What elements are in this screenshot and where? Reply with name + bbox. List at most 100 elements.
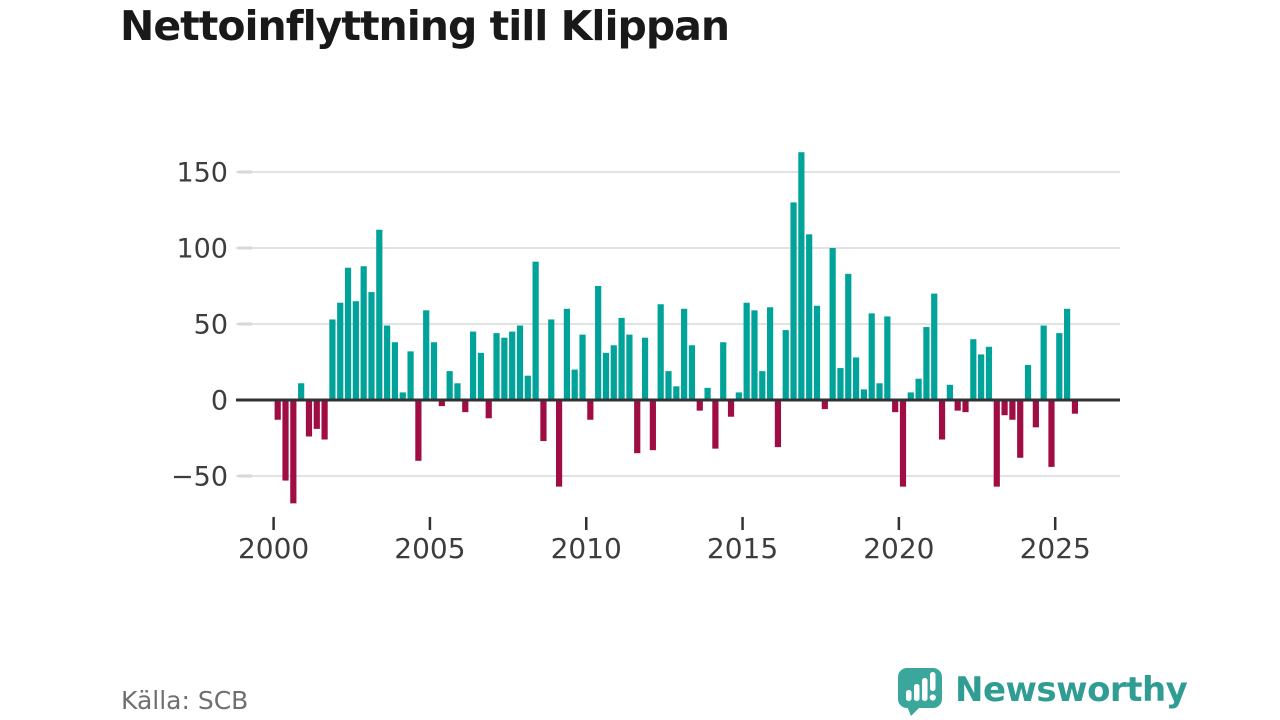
- bar-positive: [704, 387, 711, 400]
- bar-negative: [1009, 400, 1016, 420]
- bar-negative: [485, 400, 492, 419]
- x-axis-tick-label: 2010: [551, 532, 622, 565]
- bar-positive: [978, 354, 985, 400]
- bar-positive: [1064, 308, 1071, 400]
- bar-positive: [516, 325, 524, 400]
- bar-negative: [321, 400, 328, 440]
- bar-negative: [282, 400, 289, 481]
- source-note: Källa: SCB: [121, 686, 249, 715]
- bar-positive: [430, 342, 438, 400]
- bar-positive: [985, 346, 993, 400]
- bar-negative: [313, 400, 320, 429]
- bar-positive: [720, 342, 727, 400]
- bar-negative: [649, 400, 656, 451]
- bar-positive: [931, 293, 938, 400]
- bar-positive: [813, 305, 821, 400]
- bar-positive: [946, 384, 953, 400]
- bar-positive: [344, 267, 352, 400]
- bar-positive: [618, 317, 625, 400]
- bar-positive: [571, 369, 578, 400]
- newsworthy-chart-bubble-icon: [898, 668, 942, 716]
- y-axis-tick-label: 50: [194, 310, 228, 341]
- x-axis-tick-label: 2000: [238, 532, 309, 565]
- bar-positive: [329, 319, 336, 400]
- bar-positive: [391, 342, 399, 400]
- x-axis-tick-label: 2020: [863, 532, 934, 565]
- bar-positive: [907, 392, 914, 400]
- bar-positive: [923, 327, 930, 400]
- bar-positive: [852, 357, 860, 400]
- bar-negative: [555, 400, 563, 487]
- bar-negative: [415, 400, 422, 461]
- bar-positive: [868, 313, 875, 400]
- bar-positive: [1040, 325, 1047, 400]
- bar-positive: [837, 368, 844, 400]
- bar-positive: [743, 302, 750, 400]
- bar-negative: [993, 400, 1000, 487]
- bar-positive: [563, 308, 570, 400]
- bar-positive: [767, 307, 774, 400]
- bar-positive: [595, 286, 602, 400]
- bar-positive: [884, 316, 891, 400]
- bar-positive: [337, 302, 344, 400]
- bar-positive: [790, 202, 797, 400]
- bar-positive: [915, 378, 922, 400]
- bar-positive: [602, 352, 610, 400]
- bar-negative: [1071, 400, 1079, 414]
- bar-positive: [610, 345, 617, 400]
- bar-positive: [798, 152, 805, 400]
- bar-negative: [727, 400, 735, 417]
- bar-negative: [634, 400, 641, 454]
- bar-positive: [423, 310, 430, 400]
- x-axis-tick-label: 2015: [707, 532, 778, 565]
- bar-positive: [470, 331, 477, 400]
- bar-positive: [446, 371, 453, 400]
- bar-positive: [477, 352, 485, 400]
- x-axis-tick-label: 2005: [394, 532, 465, 565]
- bar-positive: [735, 392, 742, 400]
- bar-positive: [970, 339, 977, 400]
- bar-positive: [860, 389, 867, 400]
- bar-positive: [1024, 365, 1032, 400]
- bar-negative: [696, 400, 703, 411]
- bar-positive: [806, 234, 813, 400]
- bar-positive: [524, 375, 531, 400]
- bar-positive: [454, 383, 461, 400]
- bar-positive: [665, 371, 672, 400]
- y-axis-tick-label: 0: [211, 386, 228, 417]
- bar-negative: [774, 400, 782, 448]
- bar-negative: [1048, 400, 1055, 467]
- y-axis-tick-label: −50: [171, 462, 228, 493]
- bar-positive: [384, 325, 391, 400]
- y-axis-tick-label: 100: [176, 234, 228, 265]
- bar-positive: [759, 371, 766, 400]
- bar-negative: [462, 400, 469, 413]
- bar-negative: [274, 400, 281, 420]
- bar-positive: [688, 345, 696, 400]
- bar-positive: [501, 337, 508, 400]
- bar-positive: [352, 301, 359, 400]
- y-axis-tick-label: 150: [176, 158, 228, 189]
- bar-positive: [360, 266, 367, 400]
- bar-positive: [782, 330, 789, 400]
- bar-negative: [305, 400, 313, 437]
- bar-negative: [821, 400, 828, 410]
- bar-negative: [938, 400, 946, 440]
- bar-positive: [532, 261, 539, 400]
- bar-positive: [509, 331, 516, 400]
- bar-positive: [399, 392, 406, 400]
- bar-negative: [1017, 400, 1024, 458]
- bar-negative: [899, 400, 907, 487]
- bar-positive: [368, 292, 375, 400]
- bar-positive: [876, 383, 883, 400]
- bar-positive: [548, 319, 555, 400]
- bar-negative: [954, 400, 961, 411]
- bar-positive: [829, 248, 836, 400]
- x-axis-tick-label: 2025: [1020, 532, 1091, 565]
- bar-negative: [290, 400, 297, 504]
- bar-positive: [626, 334, 633, 400]
- bar-positive: [641, 337, 649, 400]
- bar-negative: [712, 400, 719, 449]
- bar-negative: [1001, 400, 1008, 416]
